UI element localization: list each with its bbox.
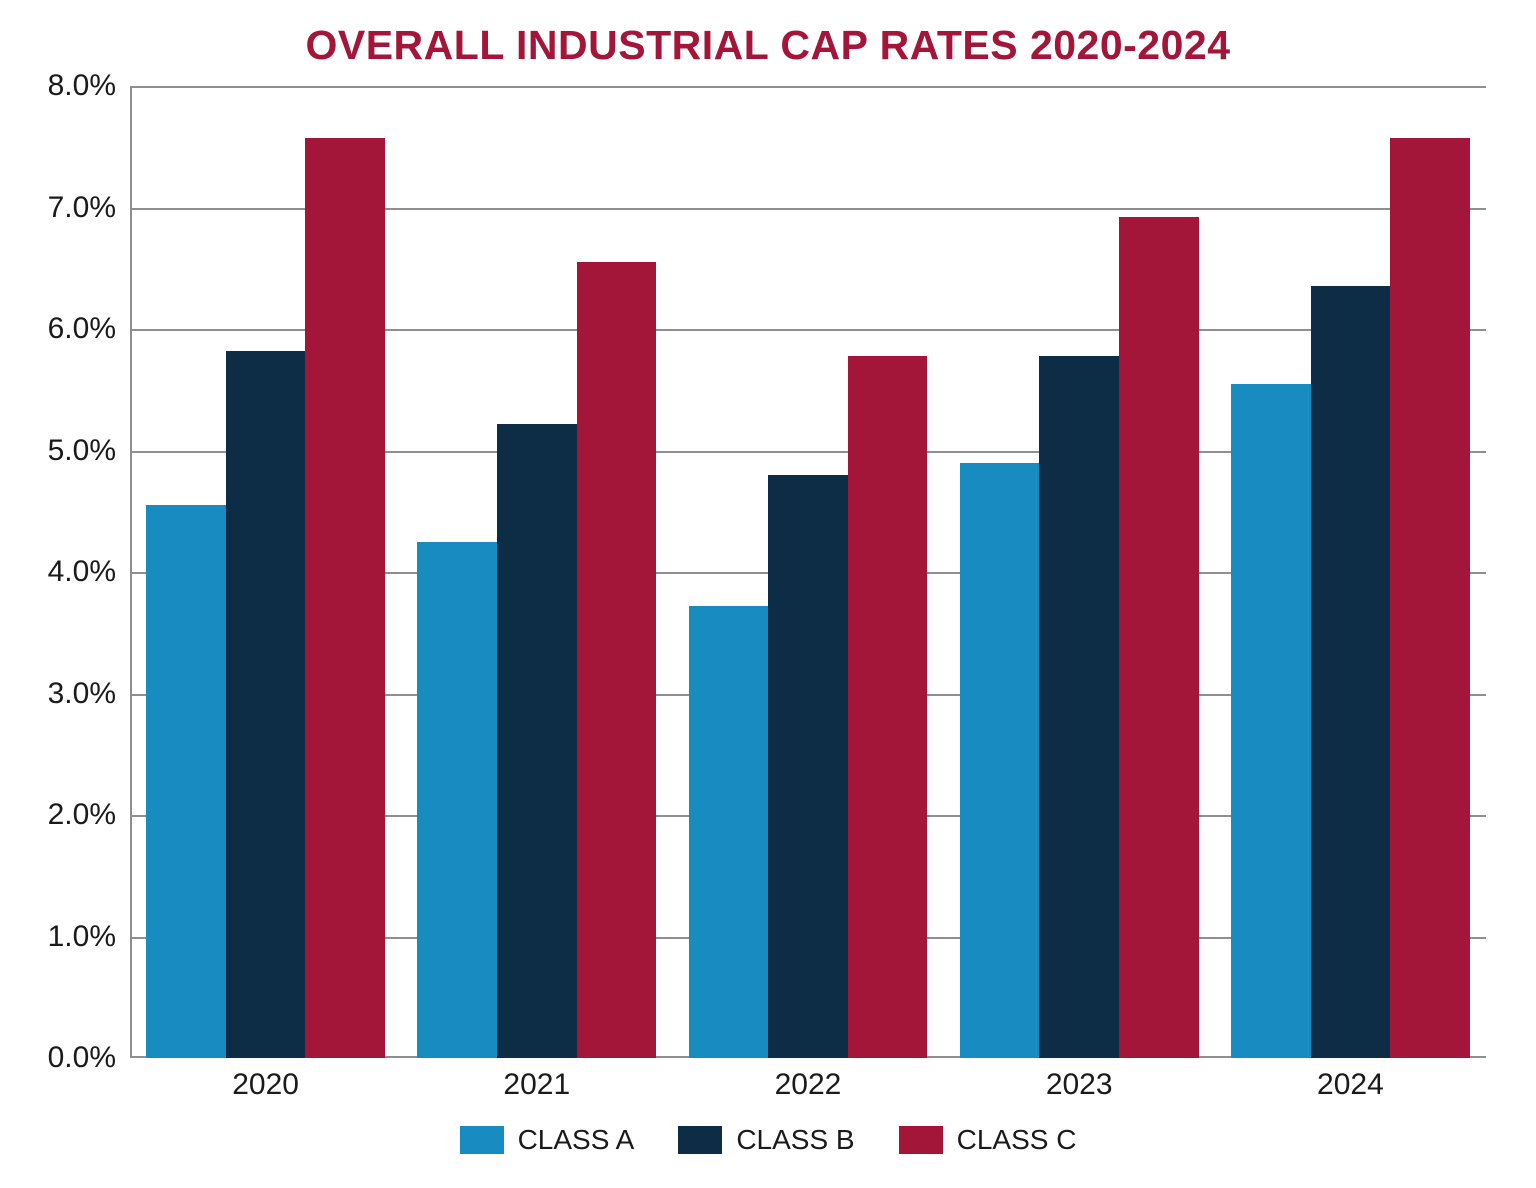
x-tick-label: 2021 — [503, 1058, 570, 1102]
x-tick-label: 2020 — [232, 1058, 299, 1102]
bar — [305, 138, 385, 1058]
bar — [497, 424, 577, 1058]
bar — [768, 475, 848, 1058]
bar — [1311, 286, 1391, 1058]
y-tick-label: 5.0% — [48, 434, 130, 468]
legend: CLASS A CLASS B CLASS C — [0, 1124, 1536, 1156]
chart-title: OVERALL INDUSTRIAL CAP RATES 2020-2024 — [0, 22, 1536, 69]
bar — [226, 351, 306, 1058]
chart-container: OVERALL INDUSTRIAL CAP RATES 2020-2024 0… — [0, 0, 1536, 1188]
bar — [960, 463, 1040, 1058]
bar — [1039, 356, 1119, 1058]
legend-label: CLASS B — [736, 1124, 854, 1156]
legend-item: CLASS A — [460, 1124, 635, 1156]
y-tick-label: 6.0% — [48, 312, 130, 346]
bar — [146, 505, 226, 1058]
y-tick-label: 8.0% — [48, 69, 130, 103]
y-tick-label: 4.0% — [48, 555, 130, 589]
bar — [1119, 217, 1199, 1058]
legend-label: CLASS A — [518, 1124, 635, 1156]
legend-item: CLASS B — [678, 1124, 854, 1156]
y-tick-label: 1.0% — [48, 920, 130, 954]
bar — [1390, 138, 1470, 1058]
legend-label: CLASS C — [957, 1124, 1077, 1156]
plot-area: 0.0%1.0%2.0%3.0%4.0%5.0%6.0%7.0%8.0%2020… — [130, 86, 1486, 1058]
gridline — [130, 86, 1486, 88]
legend-swatch — [678, 1126, 722, 1154]
x-tick-label: 2022 — [775, 1058, 842, 1102]
bar — [848, 356, 928, 1058]
x-tick-label: 2024 — [1317, 1058, 1384, 1102]
x-tick-label: 2023 — [1046, 1058, 1113, 1102]
y-axis-line — [130, 86, 132, 1058]
bar — [577, 262, 657, 1058]
y-tick-label: 0.0% — [48, 1041, 130, 1075]
bar — [417, 542, 497, 1058]
y-tick-label: 3.0% — [48, 677, 130, 711]
y-tick-label: 7.0% — [48, 191, 130, 225]
legend-swatch — [899, 1126, 943, 1154]
bar — [1231, 384, 1311, 1058]
legend-swatch — [460, 1126, 504, 1154]
legend-item: CLASS C — [899, 1124, 1077, 1156]
y-tick-label: 2.0% — [48, 798, 130, 832]
bar — [689, 606, 769, 1058]
